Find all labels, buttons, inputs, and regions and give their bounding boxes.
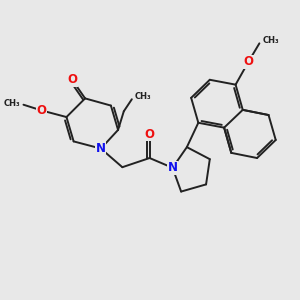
Text: CH₃: CH₃	[262, 36, 279, 45]
Text: N: N	[96, 142, 106, 155]
Text: CH₃: CH₃	[135, 92, 151, 101]
Text: O: O	[37, 104, 46, 117]
Text: O: O	[145, 128, 154, 141]
Text: N: N	[167, 161, 178, 174]
Text: CH₃: CH₃	[4, 99, 21, 108]
Text: O: O	[67, 73, 77, 86]
Text: O: O	[244, 55, 254, 68]
